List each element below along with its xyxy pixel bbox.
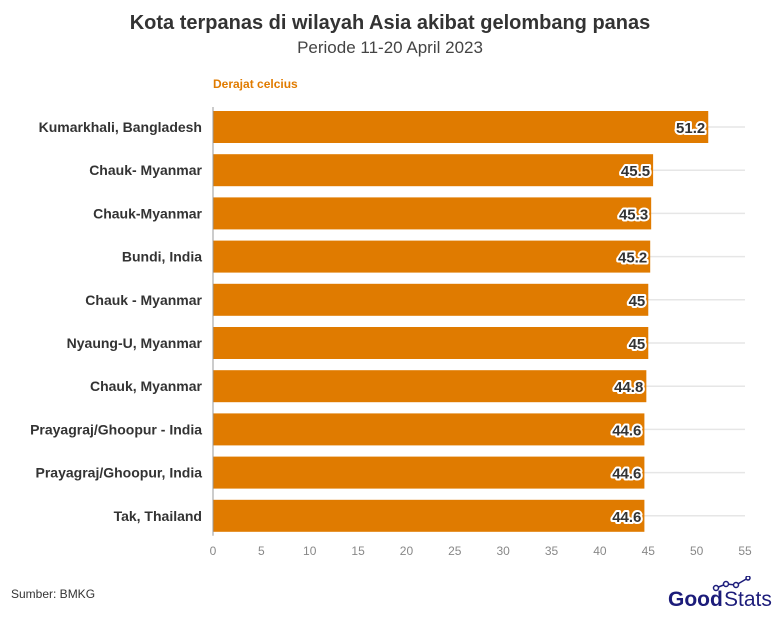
data-label: 45 bbox=[629, 293, 646, 310]
data-label: 44.8 bbox=[614, 379, 643, 396]
goodstats-logo: Good Stats bbox=[668, 575, 778, 617]
chart-subtitle: Periode 11-20 April 2023 bbox=[297, 38, 483, 57]
bar bbox=[213, 283, 649, 316]
x-tick-label: 30 bbox=[497, 544, 511, 558]
bar bbox=[213, 111, 709, 143]
category-label: Bundi, India bbox=[122, 249, 202, 265]
svg-text:Stats: Stats bbox=[724, 588, 772, 611]
x-tick-label: 45 bbox=[642, 544, 656, 558]
data-label: 45.2 bbox=[618, 250, 647, 267]
bar bbox=[213, 370, 647, 403]
data-label: 45.3 bbox=[619, 206, 648, 223]
x-tick-label: 0 bbox=[210, 544, 217, 558]
x-tick-label: 55 bbox=[738, 544, 752, 558]
x-tick-label: 15 bbox=[351, 544, 365, 558]
data-label: 51.2 bbox=[676, 120, 705, 137]
bar bbox=[213, 456, 645, 489]
x-tick-label: 5 bbox=[258, 544, 265, 558]
x-tick-label: 50 bbox=[690, 544, 704, 558]
category-label: Nyaung-U, Myanmar bbox=[67, 335, 203, 351]
svg-text:Good: Good bbox=[668, 588, 723, 611]
data-label: 45.5 bbox=[621, 163, 650, 180]
bar bbox=[213, 327, 649, 359]
category-label: Tak, Thailand bbox=[114, 508, 202, 524]
category-label: Chauk-Myanmar bbox=[93, 205, 202, 221]
unit-label: Derajat celcius bbox=[213, 77, 298, 91]
bar bbox=[213, 499, 645, 532]
category-label: Kumarkhali, Bangladesh bbox=[39, 119, 202, 135]
category-label: Chauk - Myanmar bbox=[85, 292, 202, 308]
category-label: Chauk, Myanmar bbox=[90, 378, 203, 394]
bar bbox=[213, 413, 645, 446]
chart-title: Kota terpanas di wilayah Asia akibat gel… bbox=[129, 12, 651, 34]
x-tick-label: 20 bbox=[400, 544, 414, 558]
data-label: 44.6 bbox=[612, 509, 641, 526]
x-tick-label: 40 bbox=[593, 544, 607, 558]
bar bbox=[213, 240, 651, 273]
category-label: Prayagraj/Ghoopur, India bbox=[36, 465, 203, 481]
category-label: Chauk- Myanmar bbox=[89, 162, 202, 178]
category-label: Prayagraj/Ghoopur - India bbox=[30, 421, 202, 437]
data-label: 45 bbox=[629, 336, 646, 353]
x-tick-label: 10 bbox=[303, 544, 317, 558]
source-note: Sumber: BMKG bbox=[11, 587, 96, 601]
x-tick-label: 25 bbox=[448, 544, 462, 558]
x-tick-label: 35 bbox=[545, 544, 559, 558]
data-label: 44.6 bbox=[612, 422, 641, 439]
bar bbox=[213, 154, 654, 187]
data-label: 44.6 bbox=[612, 466, 641, 483]
bar bbox=[213, 197, 652, 230]
